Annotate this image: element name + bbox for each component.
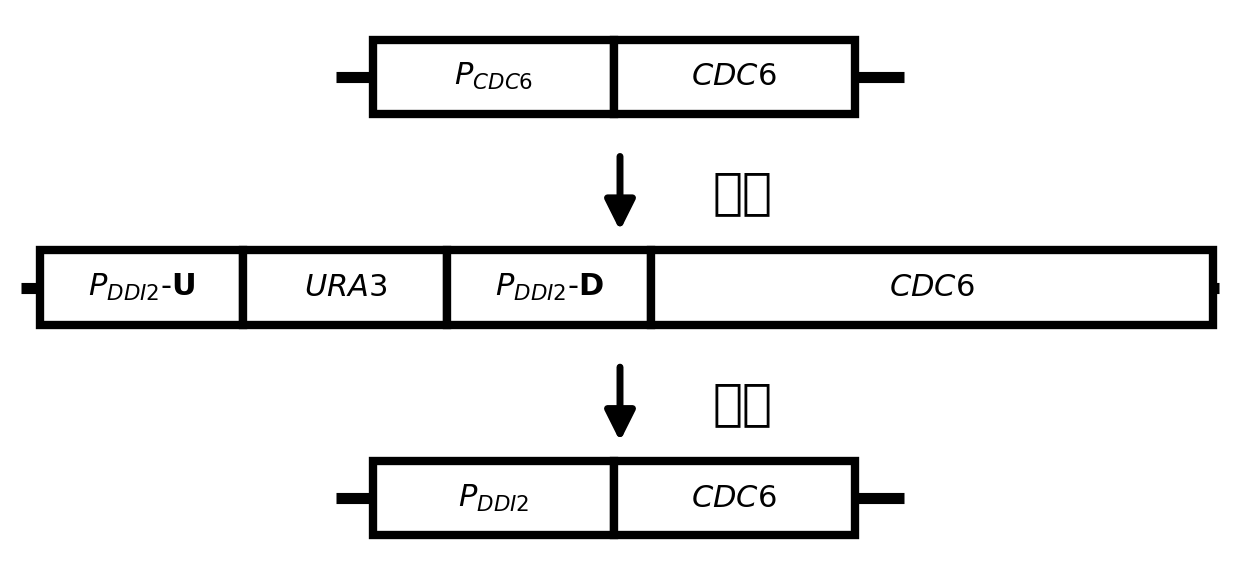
Text: $\mathbf{\mathit{URA3}}$: $\mathbf{\mathit{URA3}}$: [304, 273, 387, 302]
Bar: [614, 40, 854, 114]
Text: $\mathbf{\mathit{CDC6}}$: $\mathbf{\mathit{CDC6}}$: [889, 273, 975, 302]
Bar: [651, 251, 1213, 324]
Text: $\mathbf{\mathit{CDC6}}$: $\mathbf{\mathit{CDC6}}$: [692, 62, 777, 91]
Text: 氧胺: 氧胺: [713, 170, 773, 217]
Text: $\mathbf{\mathit{P}}_{\mathbf{\mathit{DDI2}}}$: $\mathbf{\mathit{P}}_{\mathbf{\mathit{DD…: [458, 482, 529, 513]
Text: $\mathbf{\mathit{P}}_{\mathbf{\mathit{DDI2}}}$-$\mathbf{U}$: $\mathbf{\mathit{P}}_{\mathbf{\mathit{DD…: [88, 272, 195, 303]
Bar: [373, 40, 614, 114]
Text: $\mathbf{\mathit{CDC6}}$: $\mathbf{\mathit{CDC6}}$: [692, 484, 777, 513]
Bar: [448, 251, 651, 324]
Text: $\mathbf{\mathit{P}}_{\mathbf{\mathit{CDC6}}}$: $\mathbf{\mathit{P}}_{\mathbf{\mathit{CD…: [454, 62, 533, 93]
Bar: [243, 251, 448, 324]
Text: $\mathbf{\mathit{P}}_{\mathbf{\mathit{DDI2}}}$-$\mathbf{D}$: $\mathbf{\mathit{P}}_{\mathbf{\mathit{DD…: [495, 272, 604, 303]
Bar: [40, 251, 243, 324]
Text: 氧胺: 氧胺: [713, 380, 773, 428]
Bar: [373, 461, 614, 535]
Bar: [614, 461, 854, 535]
